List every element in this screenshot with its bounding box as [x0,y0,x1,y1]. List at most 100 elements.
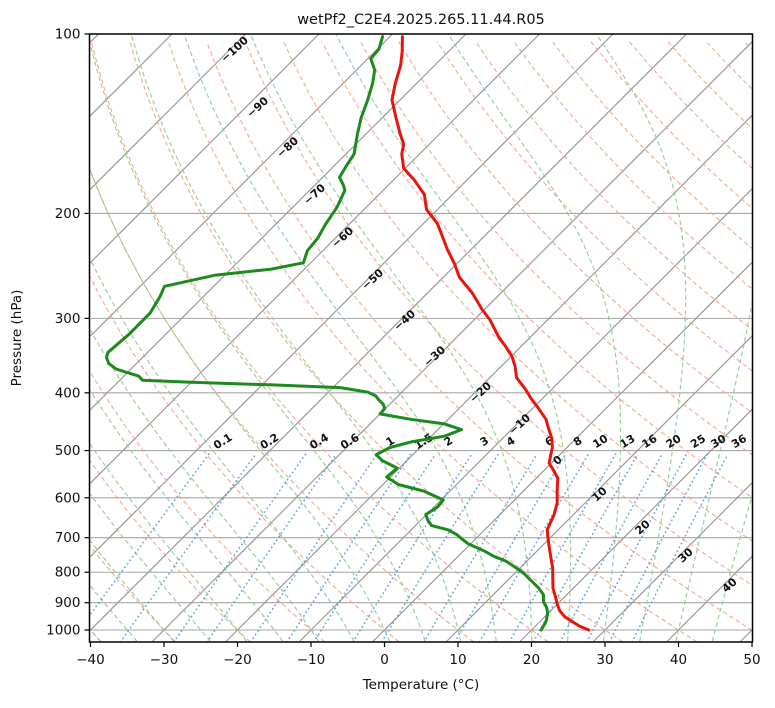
dry-adiabat-line [705,41,753,91]
moist-adiabat-line [711,492,753,642]
dry-adiabat-lines [89,41,753,642]
isotherm-line [89,34,467,412]
isotherm-line [89,34,393,338]
y-axis-label: Pressure (hPa) [9,290,25,387]
plot-frame [88,33,754,643]
y-tick-label: 300 [55,311,81,327]
moist-adiabat-line [335,34,572,642]
mixing-ratio-line [631,453,729,642]
mixing-ratio-label: 16 [640,432,660,451]
dry-adiabat-line [90,41,549,642]
isotherm-line [89,34,246,191]
chart-title: wetPf2_C2E4.2025.265.11.44.R05 [297,12,545,28]
dry-adiabat-line [89,369,325,642]
moist-adiabat-line [183,34,497,642]
x-tick-label: −20 [223,652,252,668]
sounding-profiles [105,35,591,632]
mixing-ratio-line [423,453,538,642]
isotherm-label: −70 [301,181,328,207]
isotherm-label: 10 [590,484,610,504]
y-tick-label: 200 [55,206,81,222]
y-tick-label: 800 [55,565,81,581]
moist-adiabat-line [89,388,284,642]
isotherm-label: −90 [244,94,271,120]
isotherm-label: 0 [550,453,565,468]
mixing-ratio-label: 36 [729,432,749,451]
dry-adiabat-line [89,274,400,642]
moist-adiabat-line [130,34,462,642]
isotherm-label: −80 [274,134,301,160]
mixing-ratio-line [454,453,567,642]
dry-adiabat-line [167,41,698,642]
mixing-ratio-label: 25 [688,432,708,451]
mixing-ratio-label: 8 [571,434,584,449]
x-tick-label: 30 [596,652,613,668]
isotherm-line [89,34,614,559]
moist-adiabat-line [89,166,391,642]
isotherm-line [372,261,753,642]
isotherm-label: −100 [218,34,251,65]
x-tick-label: 20 [523,652,540,668]
mixing-ratio-label: 0.6 [338,431,362,453]
mixing-ratio-label: 0.4 [308,431,332,453]
isotherm-line [89,34,173,118]
mixing-ratio-line [380,453,500,642]
mixing-ratio-label: 3 [478,434,491,449]
isotherm-line [151,40,753,642]
x-tick-label: −40 [76,652,105,668]
dry-adiabat-line [89,459,251,642]
mixing-ratio-label: 20 [664,432,684,451]
pressure-gridlines [89,34,753,631]
y-tick-label: 1000 [46,623,80,639]
dry-adiabat-line [283,41,753,542]
moist-adiabat-line [89,538,175,642]
dry-adiabat-line [475,41,753,331]
mixing-ratio-line [586,453,688,642]
mixing-ratio-line [559,453,663,642]
mixing-ratio-line [89,453,210,617]
mixing-ratio-label: 0.2 [258,431,281,452]
dry-adiabat-line [89,166,474,642]
isotherm-line [519,408,753,642]
dry-adiabat-line [129,41,623,642]
y-tick-label: 100 [55,27,81,43]
moist-adiabat-line [89,492,211,642]
x-tick-label: −30 [150,652,179,668]
isotherm-line [89,34,687,632]
isotherm-label: 40 [720,575,740,595]
isotherm-line [592,481,753,642]
moist-adiabat-line [89,256,355,642]
dry-adiabat-line [744,41,753,51]
moist-adiabat-lines [89,34,753,642]
axes-frame-and-ticks: −40 −30 −20 −10 0 10 20 30 40 5010020030040050060… [46,27,760,669]
temperature-line [390,35,591,632]
isotherm-label: −20 [467,379,494,405]
mixing-ratio-line [249,453,378,642]
mixing-ratio-line [352,453,473,642]
x-tick-label: −10 [297,652,326,668]
moist-adiabat-line [89,327,319,642]
x-tick-label: 50 [743,652,760,668]
x-tick-label: 40 [670,652,687,668]
mixing-ratio-lines [89,453,729,642]
isotherm-label: −60 [329,224,356,250]
isotherm-label: −30 [421,343,448,369]
isotherm-label: −40 [391,307,418,333]
x-tick-label: 10 [449,652,466,668]
dry-adiabat-line [244,41,753,587]
y-tick-label: 400 [55,385,81,401]
moist-adiabat-line [595,34,687,642]
dry-adiabat-line [89,544,177,642]
mixing-ratio-label: 0.1 [211,431,234,452]
isotherm-label: −50 [359,266,386,292]
moist-adiabat-line [89,442,247,642]
moist-adiabat-line [89,38,426,642]
mixing-ratio-line [608,453,708,642]
dry-adiabat-line [359,41,753,456]
mixing-ratio-line [286,453,412,642]
y-tick-label: 600 [55,490,81,506]
dry-adiabat-line [513,41,753,290]
dry-adiabat-line [321,41,753,499]
dry-adiabat-line [398,41,753,414]
